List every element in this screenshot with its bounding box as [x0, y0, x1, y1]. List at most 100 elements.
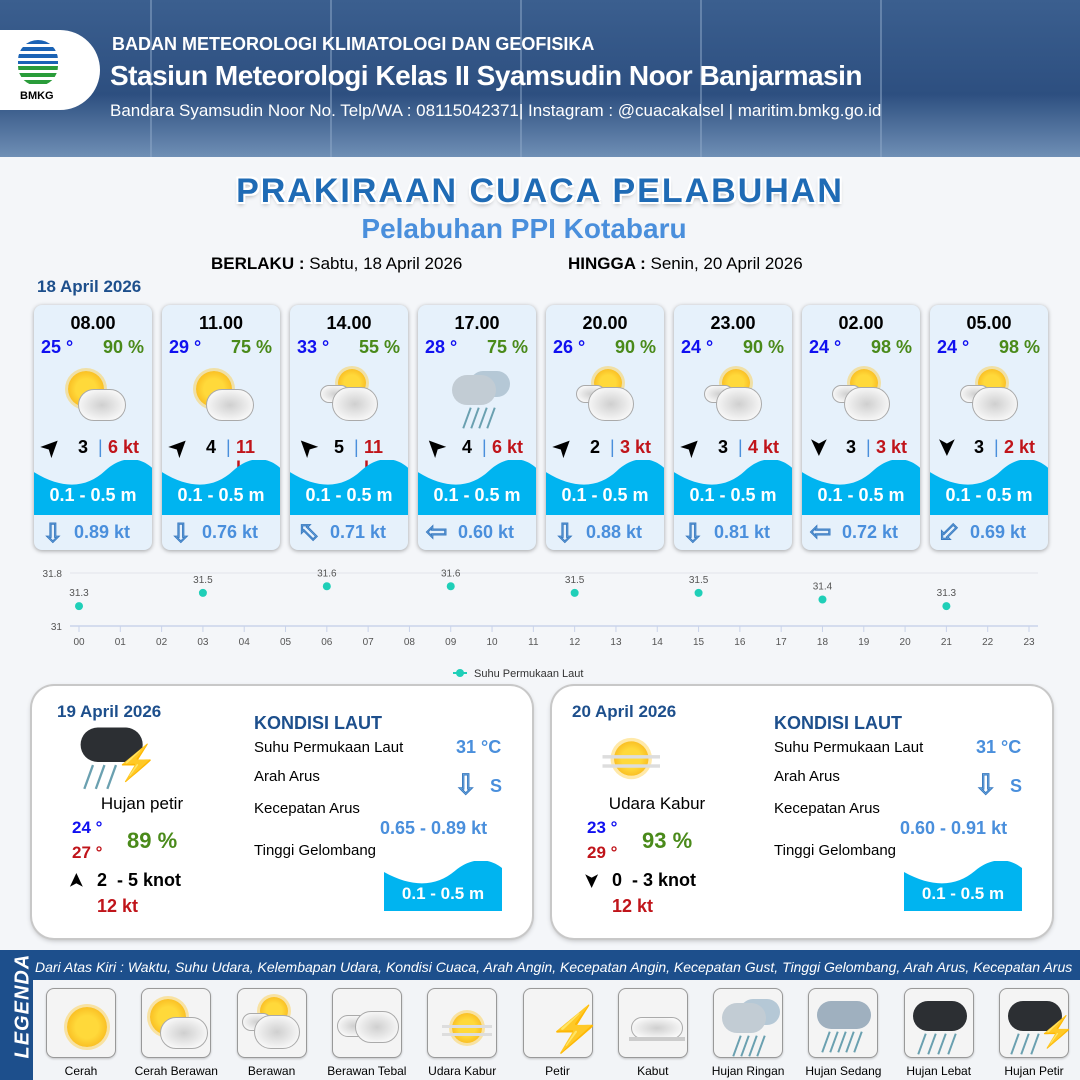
separator: | [994, 437, 999, 457]
max-temperature: 29 ° [587, 843, 618, 862]
wind-row: ➤ 3 | 2 kt [935, 435, 1042, 459]
current-speed-label: Kecepatan Arus [774, 800, 880, 817]
wave-height: 0.1 - 0.5 m [177, 485, 265, 505]
wind-row: ➤ 3 | 4 kt [676, 431, 786, 462]
wind-speed-range: 0 - 3 knot [612, 870, 697, 890]
wind-row: ➤ 4 | 11 kt [164, 431, 274, 478]
legend-udara-kabur-icon [427, 988, 498, 1058]
air-temperature: 26 ° [553, 337, 586, 357]
data-label: 31.3 [937, 588, 957, 599]
wind-speed: 4 [462, 437, 473, 457]
legend-label: Suhu Permukaan Laut [474, 668, 583, 680]
current-direction-arrow-icon: ⇧ [290, 513, 328, 550]
daily-summary-panel: 19 April 2026 ⚡ Hujan petir 24 ° 27 ° 89… [32, 686, 532, 938]
berawan-weather-icon [704, 367, 768, 427]
wind-direction-arrow-icon: ➤ [35, 431, 67, 463]
legend-cerah-berawan-icon [141, 988, 212, 1058]
y-tick-label: 31 [51, 622, 63, 633]
y-tick-label: 31.8 [43, 569, 63, 580]
legend-label: Hujan Ringan [711, 1064, 785, 1078]
legend-label: Cerah Berawan [134, 1064, 218, 1078]
legend-hujan-lebat-icon [903, 988, 974, 1058]
legend-label: Petir [545, 1064, 570, 1078]
separator: | [866, 437, 871, 457]
station-name: Stasiun Meteorologi Kelas II Syamsudin N… [110, 60, 863, 91]
data-point [75, 602, 83, 611]
forecast-time: 11.00 [198, 313, 244, 333]
separator: | [226, 437, 231, 457]
wave-height: 0.1 - 0.5 m [817, 485, 905, 505]
wave-shape [546, 459, 664, 515]
wave-shape [290, 459, 408, 515]
current-row: ⇧ 0.88 kt [546, 517, 664, 548]
x-tick-label: 11 [528, 637, 539, 648]
current-direction-value: S [1010, 776, 1023, 796]
wind-speed: 5 [334, 437, 345, 457]
weather-condition: Udara Kabur [608, 794, 706, 813]
data-label: 31.5 [193, 575, 213, 586]
humidity: 98 % [998, 337, 1040, 357]
forecast-card: 14.00 33 ° 55 % ➤ 5 | 11 kt 0.1 - 0.5 m … [290, 305, 408, 550]
separator: | [738, 437, 743, 457]
berawan-weather-icon [320, 367, 384, 427]
wave-height: 0.1 - 0.5 m [945, 485, 1033, 505]
daily-summary-panel: 20 April 2026 Udara Kabur 23 ° 29 ° 93 %… [552, 686, 1052, 938]
legend-description: Dari Atas Kiri : Waktu, Suhu Udara, Kele… [35, 959, 1073, 975]
x-tick-label: 23 [1023, 637, 1035, 648]
x-tick-label: 06 [321, 637, 333, 648]
current-speed: 0.69 kt [970, 522, 1027, 542]
wind-direction-arrow-icon: ➤ [675, 431, 707, 463]
current-row: ⇧ 0.72 kt [802, 517, 920, 547]
data-label: 31.6 [317, 568, 337, 579]
legend: LEGENDA Dari Atas Kiri : Waktu, Suhu Uda… [0, 950, 1080, 1080]
contact-info: Bandara Syamsudin Noor No. Telp/WA : 081… [110, 101, 882, 120]
current-direction-arrow-icon: ⇩ [973, 769, 998, 800]
x-tick-label: 09 [445, 637, 457, 648]
legend-marker [456, 669, 464, 677]
air-temperature: 24 ° [681, 337, 714, 357]
sst-value: 31 °C [456, 737, 502, 757]
wind-direction-arrow-icon: ➤ [419, 431, 451, 463]
x-tick-label: 08 [404, 637, 416, 648]
forecast-time: 20.00 [582, 313, 628, 333]
current-row: ⇧ 0.81 kt [674, 517, 792, 548]
x-tick-label: 19 [858, 637, 870, 648]
legend-label: Berawan [247, 1064, 296, 1078]
sea-condition-heading: KONDISI LAUT [254, 713, 382, 733]
x-tick-label: 17 [776, 637, 788, 648]
data-point [942, 602, 951, 611]
sst-value: 31 °C [976, 737, 1022, 757]
wind-speed: 4 [206, 437, 217, 457]
summary-date: 19 April 2026 [57, 702, 162, 721]
wind-speed: 2 [590, 437, 601, 457]
humidity: 75 % [486, 337, 528, 357]
current-direction-arrow-icon: ⇧ [930, 513, 968, 550]
sst-label: Suhu Permukaan Laut [254, 739, 404, 756]
forecast-card: 23.00 24 ° 90 % ➤ 3 | 4 kt 0.1 - 0.5 m ⇧… [674, 305, 792, 550]
data-point [446, 582, 455, 591]
max-temperature: 27 ° [72, 843, 103, 862]
wave-height: 0.1 - 0.5 m [433, 485, 521, 505]
data-label: 31.5 [565, 575, 585, 586]
wave-height-label: Tinggi Gelombang [254, 842, 377, 859]
wave-height: 0.1 - 0.5 m [689, 485, 777, 505]
x-tick-label: 01 [115, 637, 127, 648]
current-row: ⇧ 0.69 kt [930, 513, 1048, 550]
current-speed: 0.72 kt [842, 522, 899, 542]
current-speed: 0.89 kt [74, 522, 131, 542]
current-speed-range: 0.60 - 0.91 kt [900, 818, 1008, 838]
wave-height: 0.1 - 0.5 m [561, 485, 649, 505]
x-tick-label: 04 [239, 637, 251, 648]
data-point [322, 582, 331, 591]
current-direction-label: Arah Arus [254, 768, 320, 785]
wave-height-label: Tinggi Gelombang [774, 842, 897, 859]
humidity: 55 % [358, 337, 400, 357]
wind-direction-arrow-icon: ➤ [935, 437, 961, 457]
current-speed: 0.76 kt [202, 522, 259, 542]
wind-speed: 3 [718, 437, 729, 457]
current-speed: 0.60 kt [458, 522, 515, 542]
gust-speed: 6 kt [492, 437, 524, 457]
air-temperature: 33 ° [297, 337, 330, 357]
humidity: 75 % [230, 337, 272, 357]
gust-speed: 12 kt [612, 896, 654, 916]
